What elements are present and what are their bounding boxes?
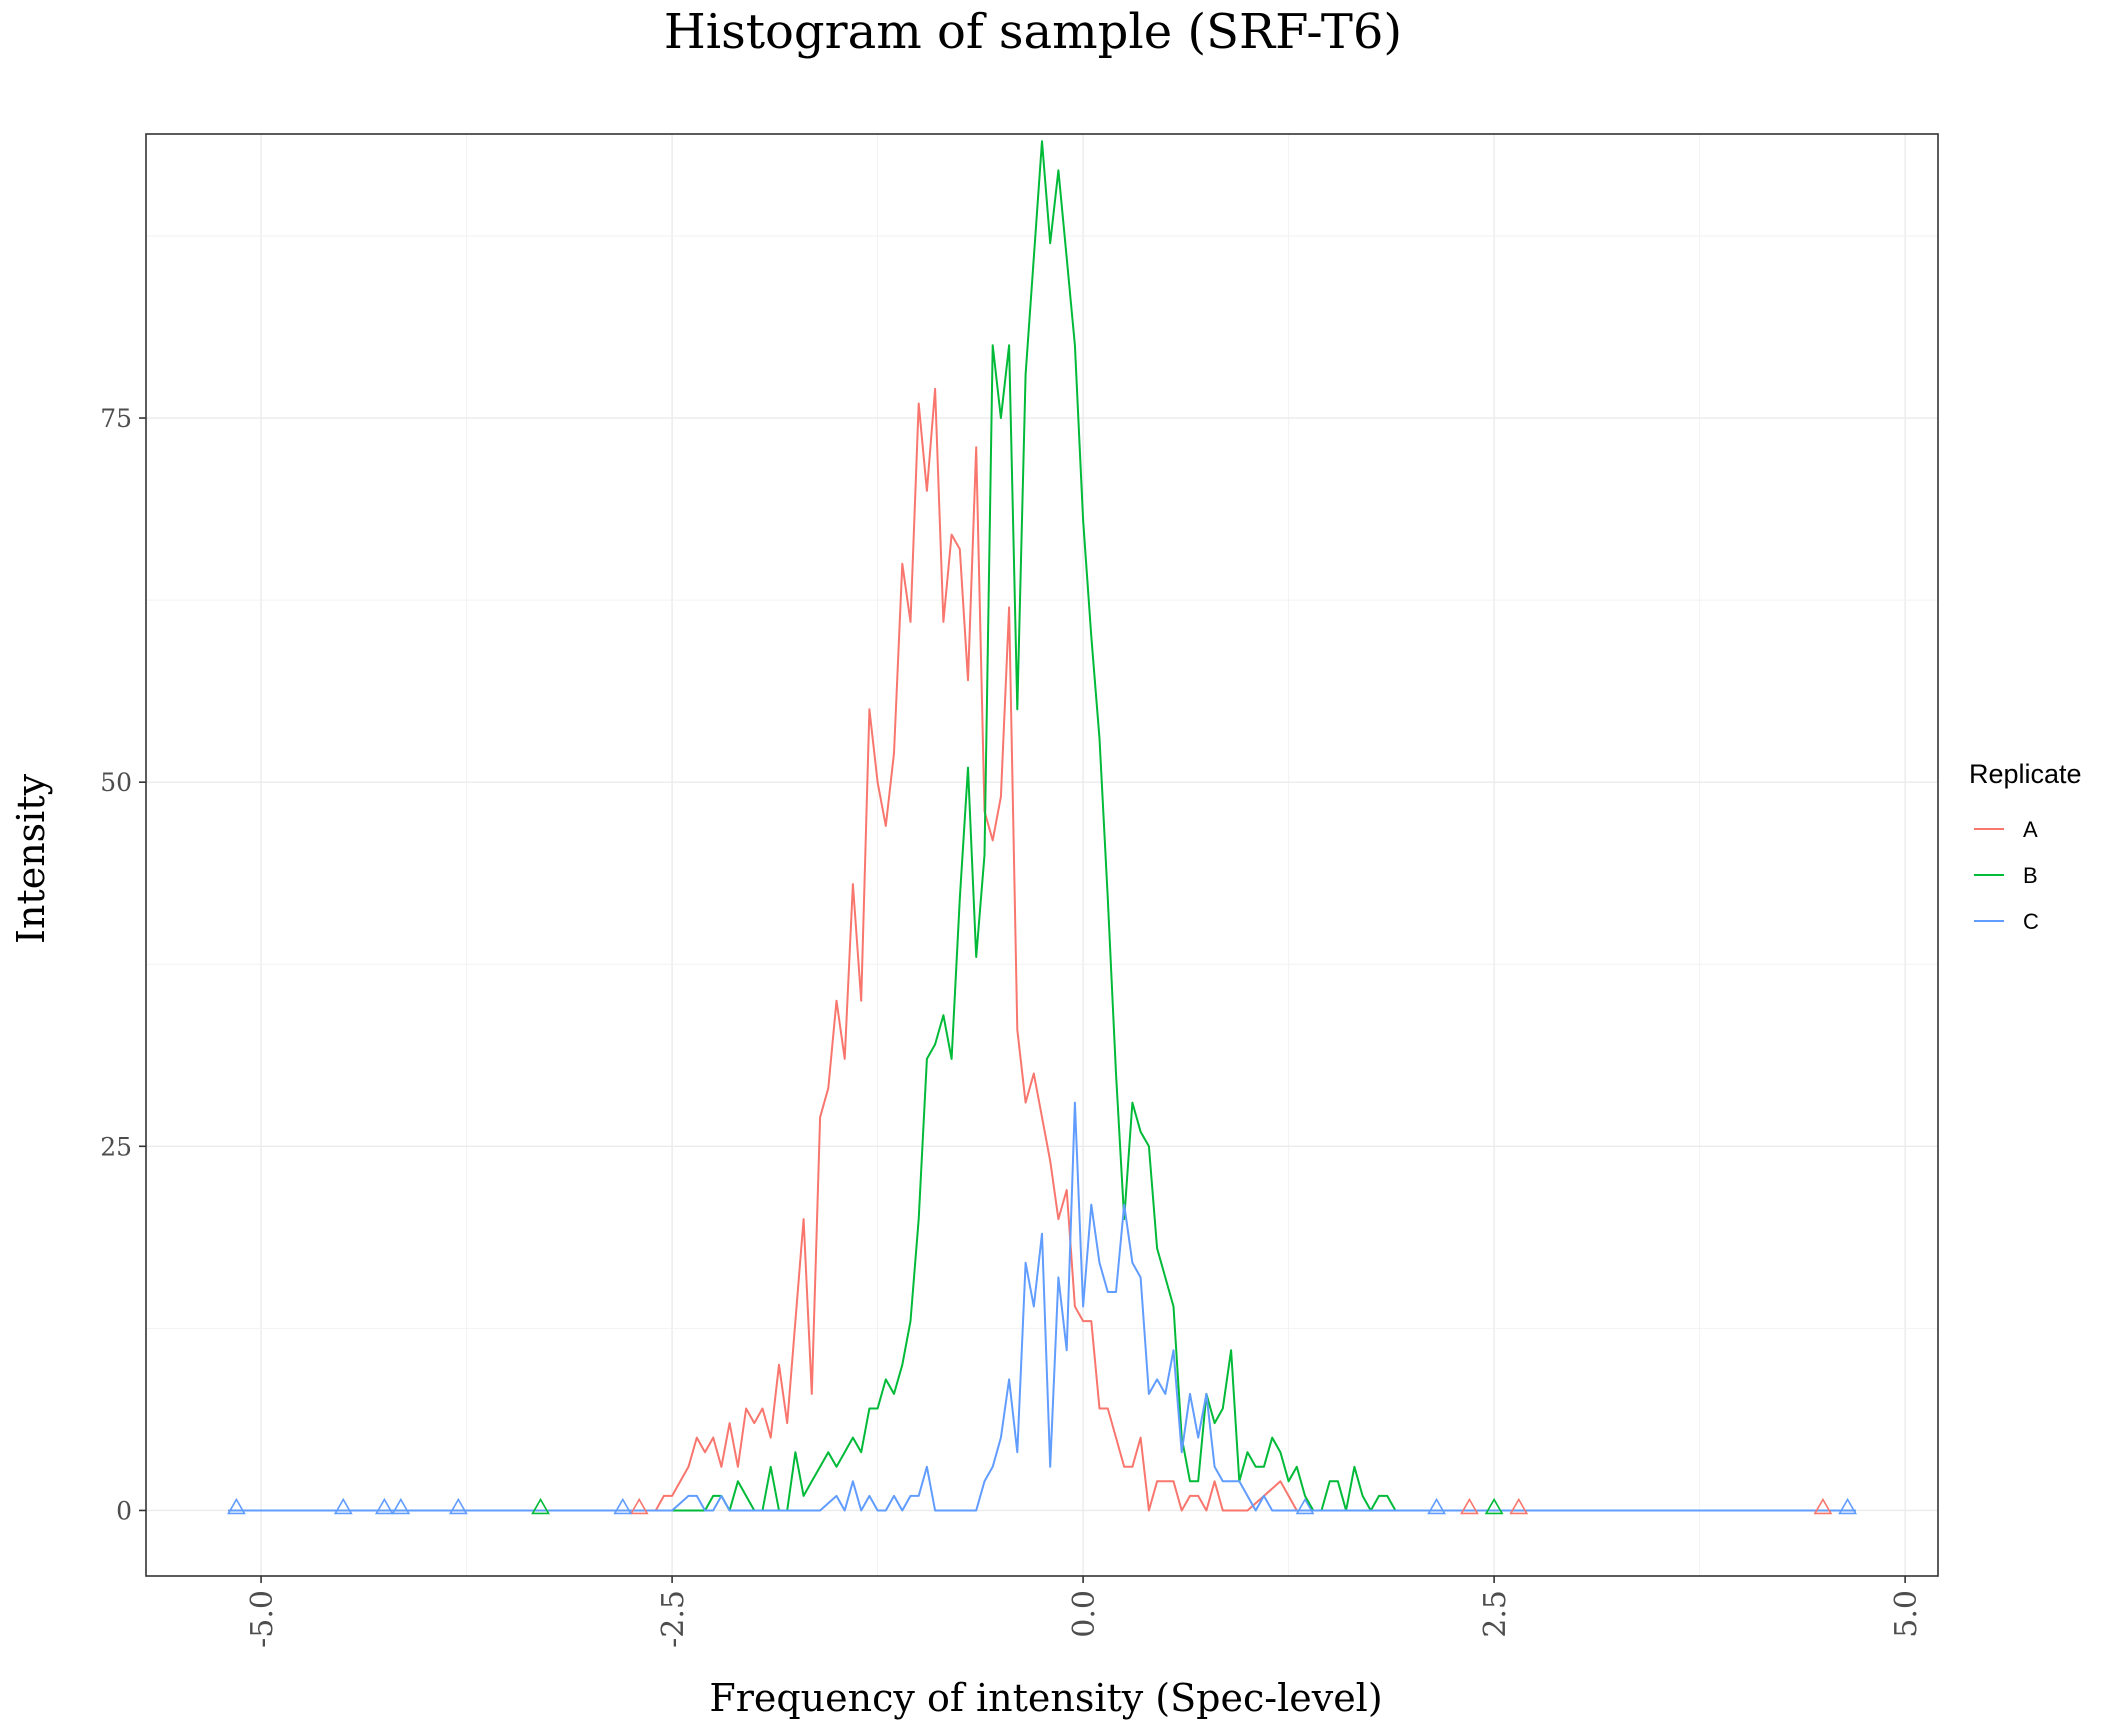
series-line-a (228, 387, 1856, 1512)
plot-panel-border (145, 133, 1939, 1577)
legend-keys: ABC (1974, 817, 2039, 934)
legend: Replicate ABC (1969, 759, 2082, 934)
y-tick-label: 75 (100, 404, 132, 433)
legend-label-b: B (2023, 863, 2038, 888)
point-marker-c (391, 1497, 411, 1515)
x-tick-label: 2.5 (1478, 1590, 1513, 1638)
x-axis-title: Frequency of intensity (Spec-level) (709, 1676, 1382, 1720)
point-marker-c (613, 1497, 633, 1515)
series-line-c (228, 1101, 1856, 1512)
series-line-b (228, 140, 1856, 1512)
point-marker-a (629, 1497, 649, 1515)
grid (146, 134, 1938, 1576)
point-marker-c (1427, 1497, 1446, 1515)
y-axis-title: Intensity (9, 773, 53, 944)
x-tick-label: 5.0 (1889, 1590, 1924, 1638)
point-marker-c (375, 1497, 394, 1515)
point-marker-c (1295, 1497, 1315, 1515)
legend-label-a: A (2023, 817, 2038, 842)
point-marker-c (448, 1497, 468, 1515)
point-marker-c (333, 1497, 353, 1515)
x-tick-label: -2.5 (656, 1590, 691, 1648)
zero-markers (227, 1497, 1857, 1515)
y-axis: 0 25 50 75 (100, 404, 146, 1525)
x-tick-label: 0.0 (1067, 1590, 1102, 1638)
point-marker-c (227, 1497, 246, 1515)
point-marker-c (1838, 1497, 1857, 1515)
x-axis: -5.0 -2.5 0.0 2.5 5.0 (245, 1576, 1924, 1648)
y-tick-label: 0 (116, 1496, 132, 1525)
x-tick-label: -5.0 (245, 1590, 280, 1648)
y-tick-label: 25 (100, 1132, 132, 1161)
chart-title: Histogram of sample (SRF-T6) (664, 4, 1402, 60)
point-marker-b (531, 1497, 550, 1515)
point-marker-b (1484, 1497, 1504, 1515)
point-marker-a (1813, 1497, 1833, 1515)
point-marker-a (1509, 1497, 1529, 1515)
series-lines (228, 140, 1856, 1512)
legend-label-c: C (2023, 909, 2039, 934)
y-tick-label: 50 (100, 768, 132, 797)
legend-title: Replicate (1969, 759, 2082, 789)
point-marker-a (1460, 1497, 1479, 1515)
